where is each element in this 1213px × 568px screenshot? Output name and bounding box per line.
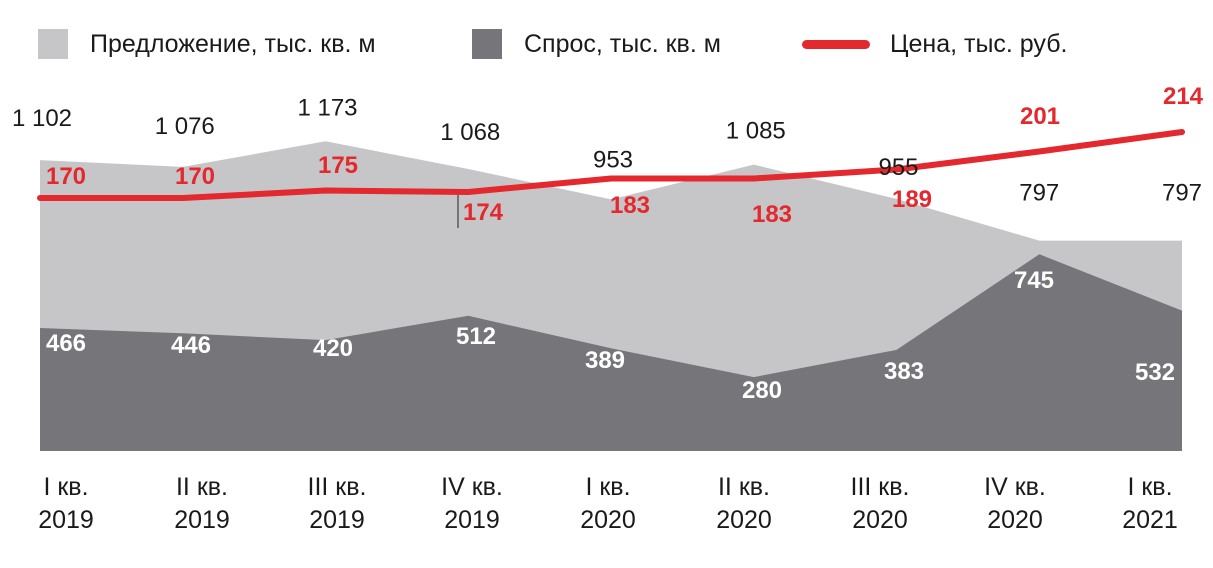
price-value-label: 170: [46, 163, 86, 190]
demand-value-label: 532: [1135, 359, 1175, 386]
legend-label-price: Цена, тыс. руб.: [890, 29, 1068, 58]
x-tick-label-year: 2020: [716, 506, 772, 534]
legend-label-demand: Спрос, тыс. кв. м: [524, 29, 721, 58]
demand-value-label: 512: [456, 323, 496, 350]
supply-value-label: 953: [593, 146, 633, 173]
price-line: [37, 129, 1185, 201]
x-tick-label-year: 2021: [1122, 506, 1178, 534]
x-tick-label-quarter: I кв.: [1127, 473, 1172, 501]
supply-value-label: 1 173: [297, 94, 357, 121]
x-tick-label-year: 2019: [309, 506, 365, 534]
x-tick-label-year: 2019: [444, 506, 500, 534]
supply-value-label: 1 102: [12, 105, 72, 132]
legend-item-demand: Спрос, тыс. кв. м: [472, 26, 721, 62]
x-tick-label-quarter: IV кв.: [441, 473, 503, 501]
x-tick-label-quarter: III кв.: [308, 473, 367, 501]
demand-value-label: 745: [1014, 267, 1054, 294]
supply-value-label: 797: [1019, 180, 1059, 207]
demand-value-label: 466: [46, 330, 86, 357]
legend-swatch-demand: [472, 29, 502, 59]
x-tick-label-year: 2019: [38, 506, 94, 534]
x-tick-label-year: 2019: [174, 506, 230, 534]
x-tick-label-year: 2020: [580, 506, 636, 534]
price-value-label: 183: [752, 201, 792, 228]
legend-swatch-supply: [38, 29, 68, 59]
demand-area: [40, 254, 1182, 451]
price-value-label: 170: [175, 163, 215, 190]
legend-swatch-price: [802, 39, 870, 49]
x-tick-label-quarter: I кв.: [43, 473, 88, 501]
x-tick-label-year: 2020: [987, 506, 1043, 534]
supply-value-label: 797: [1162, 180, 1202, 207]
legend-item-supply: Предложение, тыс. кв. м: [38, 26, 376, 62]
x-tick-label-quarter: I кв.: [585, 473, 630, 501]
demand-value-label: 280: [742, 377, 782, 404]
supply-value-label: 1 068: [440, 119, 500, 146]
price-value-label: 183: [610, 192, 650, 219]
price-value-label: 214: [1163, 83, 1204, 110]
price-value-label: 189: [892, 186, 932, 213]
supply-value-label: 955: [878, 154, 918, 181]
supply-value-label: 1 076: [155, 113, 215, 140]
demand-value-label: 446: [171, 332, 211, 359]
x-tick-label-year: 2020: [852, 506, 908, 534]
demand-value-label: 389: [585, 347, 625, 374]
demand-value-label: 383: [884, 358, 924, 385]
price-value-label: 201: [1020, 103, 1060, 130]
legend-item-price: Цена, тыс. руб.: [802, 26, 1067, 62]
supply-value-label: 1 085: [726, 118, 786, 145]
price-value-label: 174: [463, 199, 504, 226]
x-tick-label-quarter: III кв.: [851, 473, 910, 501]
x-tick-label-quarter: II кв.: [718, 473, 770, 501]
x-tick-label-quarter: IV кв.: [984, 473, 1046, 501]
legend-label-supply: Предложение, тыс. кв. м: [90, 29, 376, 58]
demand-value-label: 420: [313, 335, 353, 362]
x-tick-label-quarter: II кв.: [176, 473, 228, 501]
price-value-label: 175: [318, 152, 358, 179]
